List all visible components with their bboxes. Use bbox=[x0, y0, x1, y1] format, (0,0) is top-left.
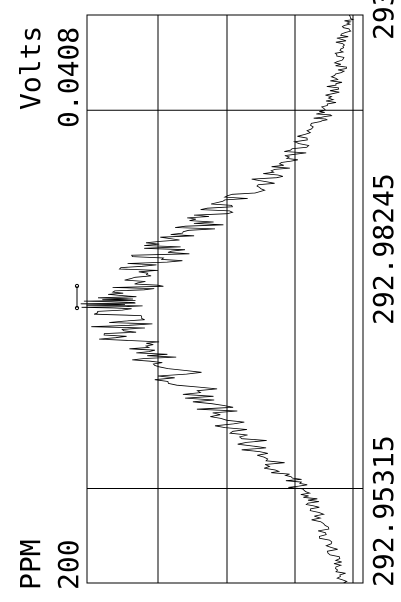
plot-frame bbox=[86, 14, 364, 584]
center-marker-icon bbox=[74, 283, 80, 311]
volts-label: Volts bbox=[14, 26, 47, 110]
x-tick-label-0: 292.95315 bbox=[367, 435, 400, 587]
ppm-label: PPM bbox=[14, 539, 47, 590]
ppm-value: 200 bbox=[52, 539, 85, 590]
x-tick-label-1: 292.98245 bbox=[367, 173, 400, 325]
volts-value: 0.0408 bbox=[52, 27, 85, 128]
series-line bbox=[80, 14, 355, 584]
x-tick-label-2: 293.01175 bbox=[367, 0, 400, 40]
